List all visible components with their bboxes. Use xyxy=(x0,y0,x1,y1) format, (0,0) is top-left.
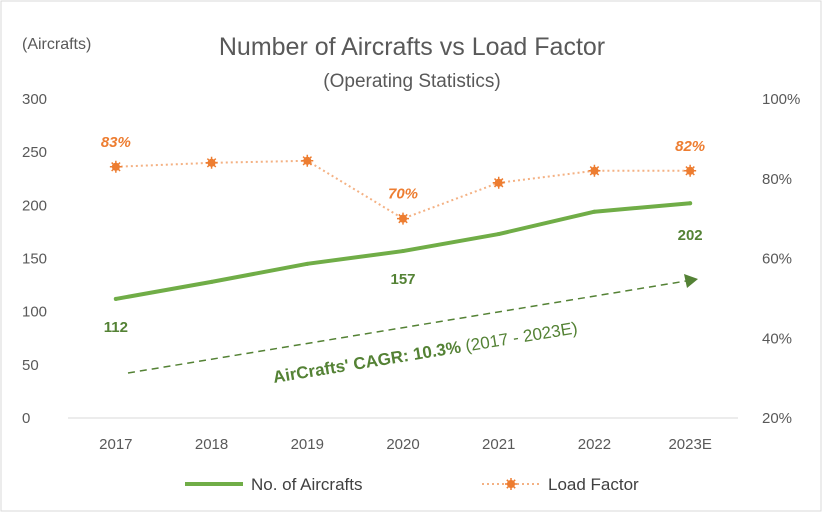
data-label-aircrafts: 112 xyxy=(104,319,128,336)
y2-tick-label: 60% xyxy=(762,251,792,268)
y-tick-label: 150 xyxy=(22,251,47,268)
data-point-load-factor xyxy=(684,164,697,177)
y2-tick-label: 40% xyxy=(762,330,792,347)
data-point-load-factor xyxy=(301,154,314,167)
y-tick-label: 250 xyxy=(22,144,47,161)
data-point-aircrafts xyxy=(209,279,214,284)
data-point-load-factor xyxy=(588,164,601,177)
data-point-aircrafts xyxy=(113,296,118,301)
legend-label-load-factor[interactable]: Load Factor xyxy=(548,475,639,494)
data-label-load-factor: 83% xyxy=(101,134,131,151)
legend-marker-load-factor xyxy=(505,478,517,490)
y2-tick-label: 20% xyxy=(762,410,792,427)
y-tick-label: 50 xyxy=(22,357,39,374)
legend-label-aircrafts[interactable]: No. of Aircrafts xyxy=(251,475,362,494)
data-point-aircrafts xyxy=(592,209,597,214)
y2-tick-label: 80% xyxy=(762,171,792,188)
x-tick-label: 2023E xyxy=(668,436,711,453)
data-point-load-factor xyxy=(492,176,505,189)
chart-title: Number of Aircrafts vs Load Factor xyxy=(219,33,605,61)
y-axis-unit-label: (Aircrafts) xyxy=(22,36,91,53)
y-axis-left: 0 50 100 150 200 250 300 xyxy=(22,91,47,427)
data-point-aircrafts xyxy=(401,249,405,254)
cagr-arrow-head xyxy=(684,274,698,288)
y-tick-label: 200 xyxy=(22,197,47,214)
data-point-load-factor xyxy=(205,156,218,169)
x-tick-label: 2022 xyxy=(578,436,611,453)
y-axis-right: 20% 40% 60% 80% 100% xyxy=(762,91,800,427)
data-point-aircrafts xyxy=(305,261,310,266)
x-tick-label: 2020 xyxy=(386,436,419,453)
x-tick-label: 2018 xyxy=(195,436,228,453)
chart-subtitle: (Operating Statistics) xyxy=(323,71,500,92)
x-axis: 2017 2018 2019 2020 2021 2022 2023E xyxy=(99,436,712,453)
data-label-aircrafts: 202 xyxy=(678,227,703,244)
y2-tick-label: 100% xyxy=(762,91,800,108)
x-tick-label: 2021 xyxy=(482,436,515,453)
y-tick-label: 100 xyxy=(22,304,47,321)
plot-area: 112 157 202 83% 70% 82% xyxy=(101,134,705,336)
data-point-aircrafts xyxy=(688,201,693,206)
x-tick-label: 2019 xyxy=(291,436,324,453)
data-point-load-factor xyxy=(109,160,122,173)
cagr-trend-arrow-line xyxy=(127,280,687,374)
data-label-aircrafts: 157 xyxy=(390,271,415,288)
y-tick-label: 300 xyxy=(22,91,47,108)
data-label-load-factor: 82% xyxy=(675,138,705,155)
data-label-load-factor: 70% xyxy=(388,186,418,203)
data-point-aircrafts xyxy=(496,232,501,237)
data-point-load-factor xyxy=(397,212,409,225)
x-tick-label: 2017 xyxy=(99,436,132,453)
legend: No. of Aircrafts Load Factor xyxy=(185,475,639,494)
y-tick-label: 0 xyxy=(22,410,30,427)
